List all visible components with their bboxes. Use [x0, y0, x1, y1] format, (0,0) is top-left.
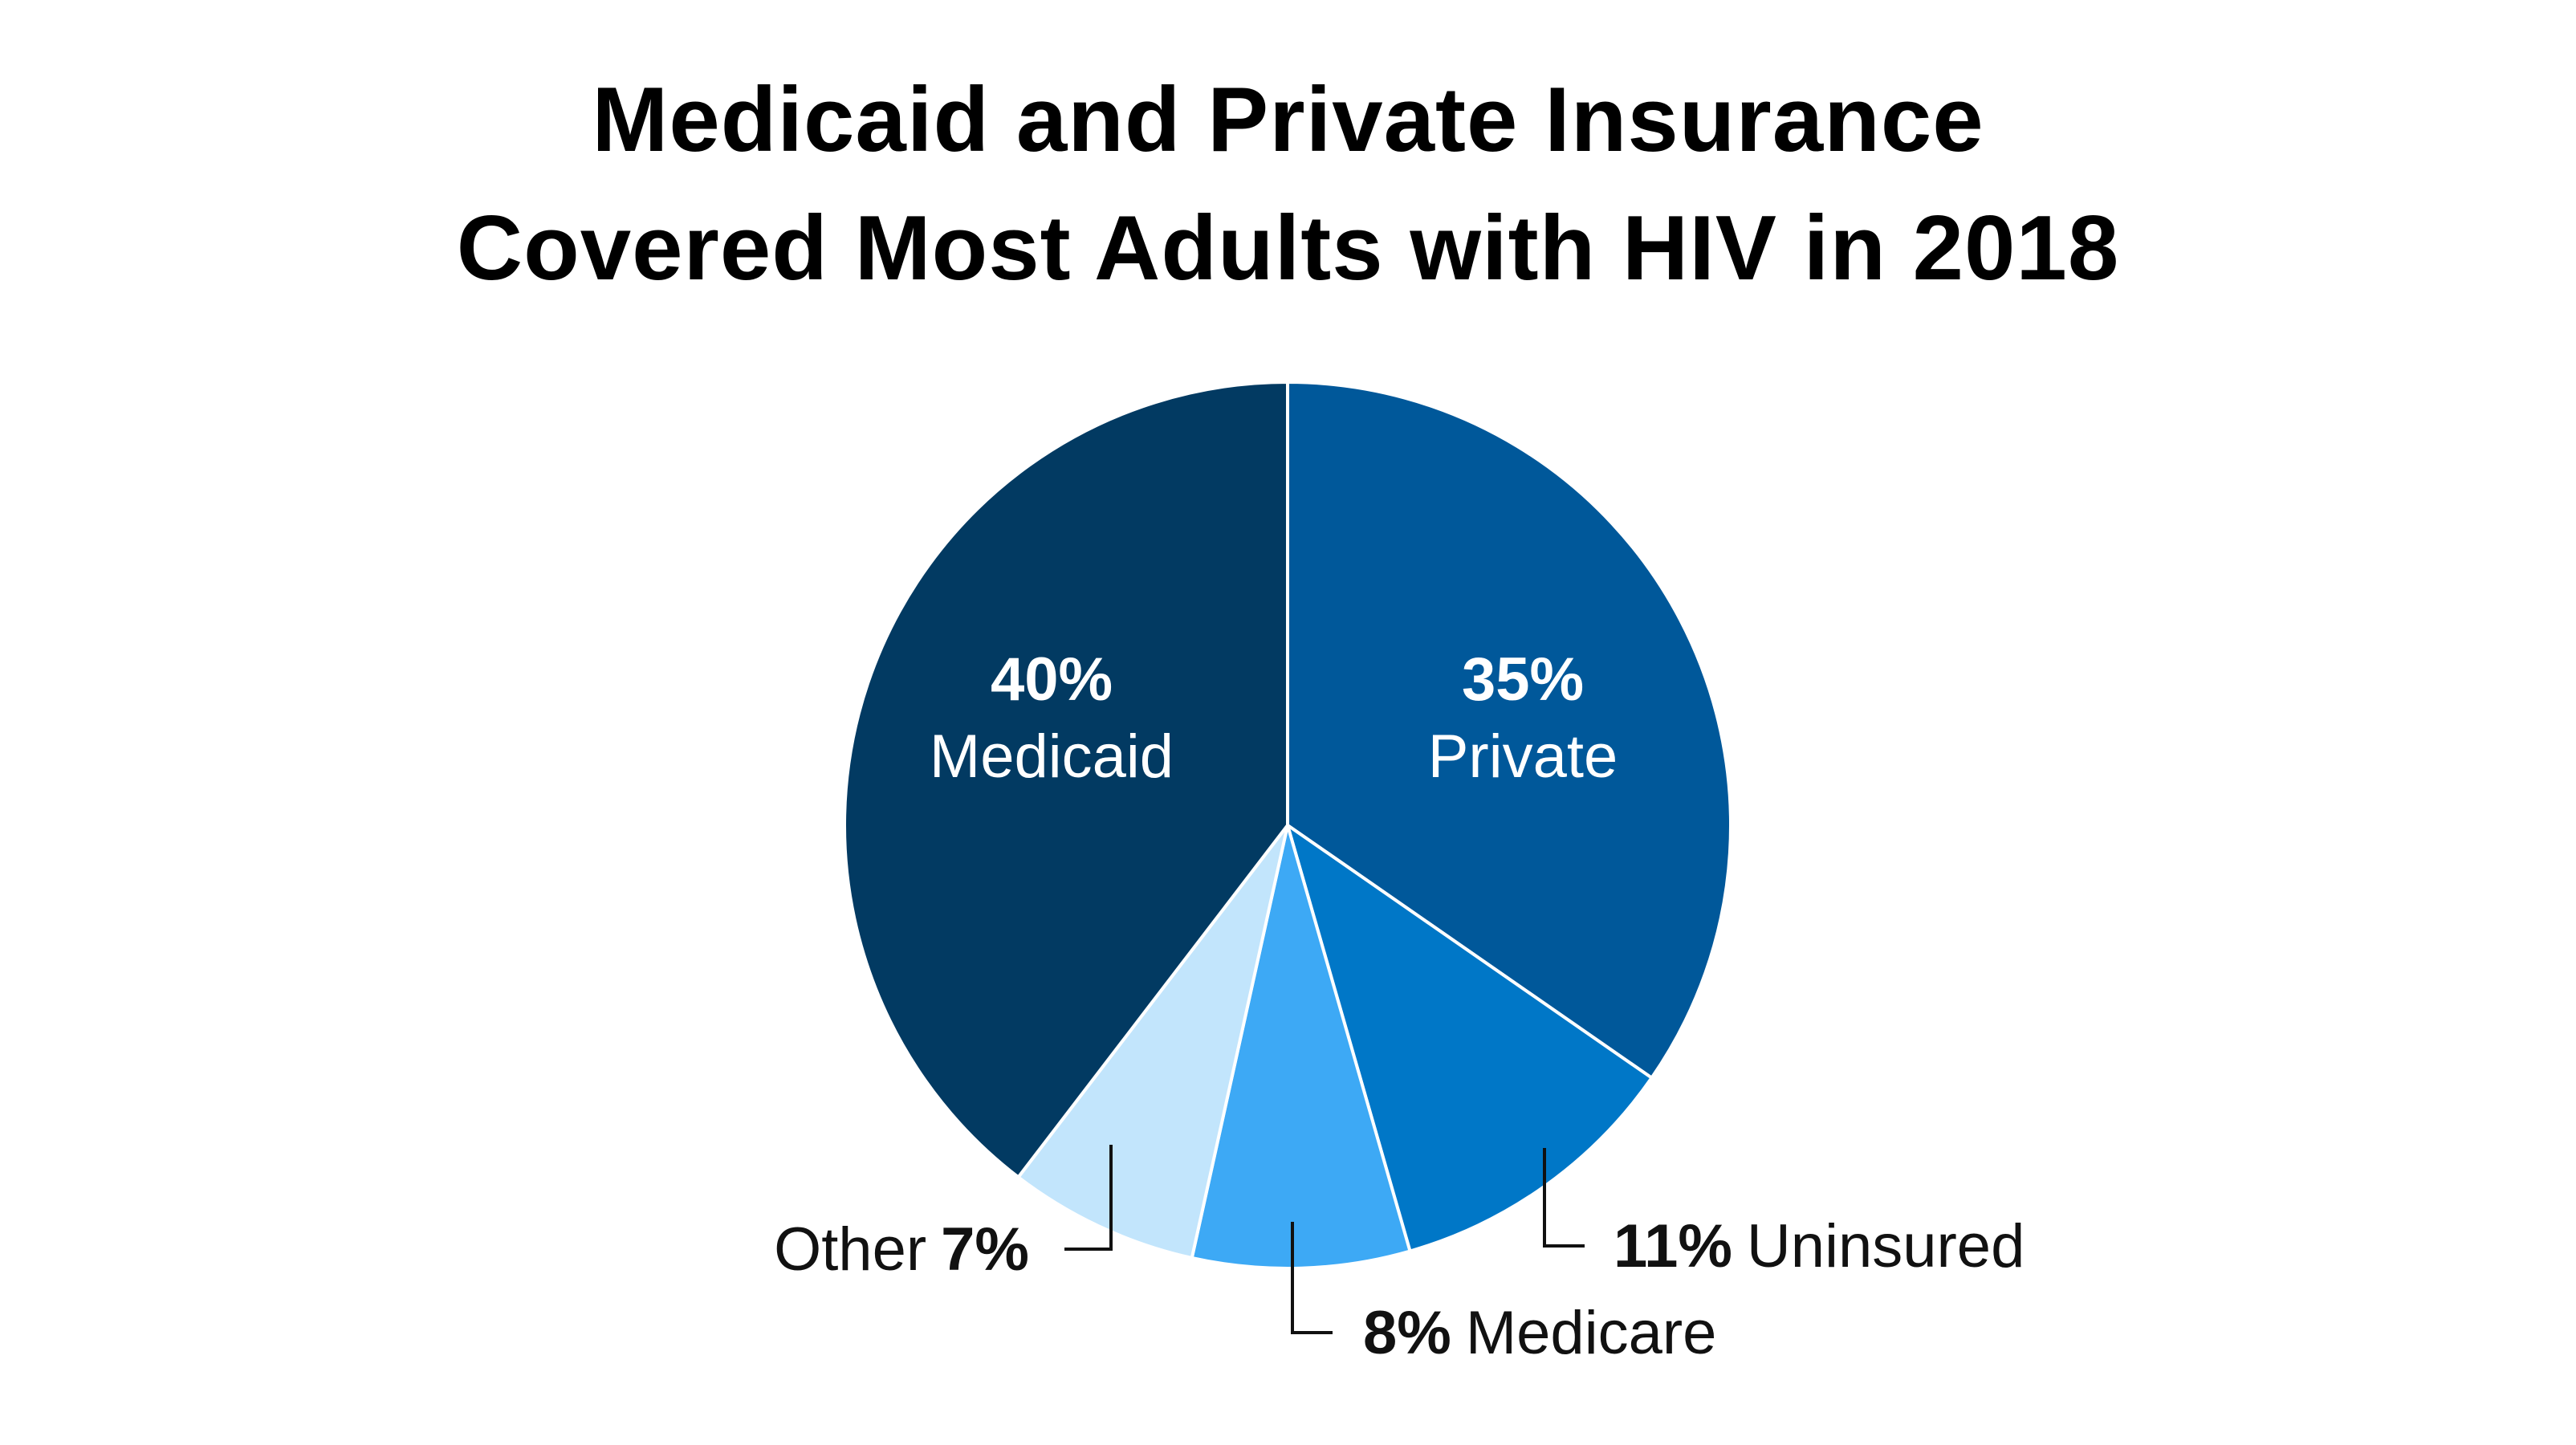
data-label-medicare-name: Medicare	[1466, 1299, 1717, 1367]
data-label-uninsured: 11% Uninsured	[1614, 1212, 2025, 1280]
data-label-private-name: Private	[1428, 722, 1618, 791]
data-label-other-value: 7%	[941, 1215, 1029, 1284]
pie-slice-other	[1016, 824, 1289, 1260]
pie-slice-medicare	[1190, 824, 1412, 1270]
chart-title-line-2: Covered Most Adults with HIV in 2018	[456, 197, 2120, 299]
data-label-other: Other 7%	[774, 1215, 1029, 1284]
data-label-uninsured-name: Uninsured	[1747, 1212, 2025, 1280]
data-label-medicaid-value: 40%	[991, 645, 1113, 714]
chart-title-line-1: Medicaid and Private Insurance	[592, 69, 1984, 171]
data-label-uninsured-value: 11%	[1614, 1212, 1732, 1280]
chart-title: Medicaid and Private Insurance Covered M…	[0, 56, 2576, 313]
data-label-medicare-value: 8%	[1363, 1299, 1451, 1367]
data-label-private-value: 35%	[1462, 645, 1584, 714]
pie-slice-medicaid	[843, 381, 1289, 1179]
data-label-medicare: 8% Medicare	[1363, 1299, 1716, 1367]
data-label-medicaid-name: Medicaid	[930, 722, 1174, 791]
data-label-other-name: Other	[774, 1215, 926, 1284]
pie-slice-private	[1286, 381, 1732, 1080]
leader-line-uninsured	[1543, 1148, 1585, 1248]
leader-line-other	[1064, 1145, 1113, 1251]
leader-line-medicare	[1291, 1222, 1333, 1334]
